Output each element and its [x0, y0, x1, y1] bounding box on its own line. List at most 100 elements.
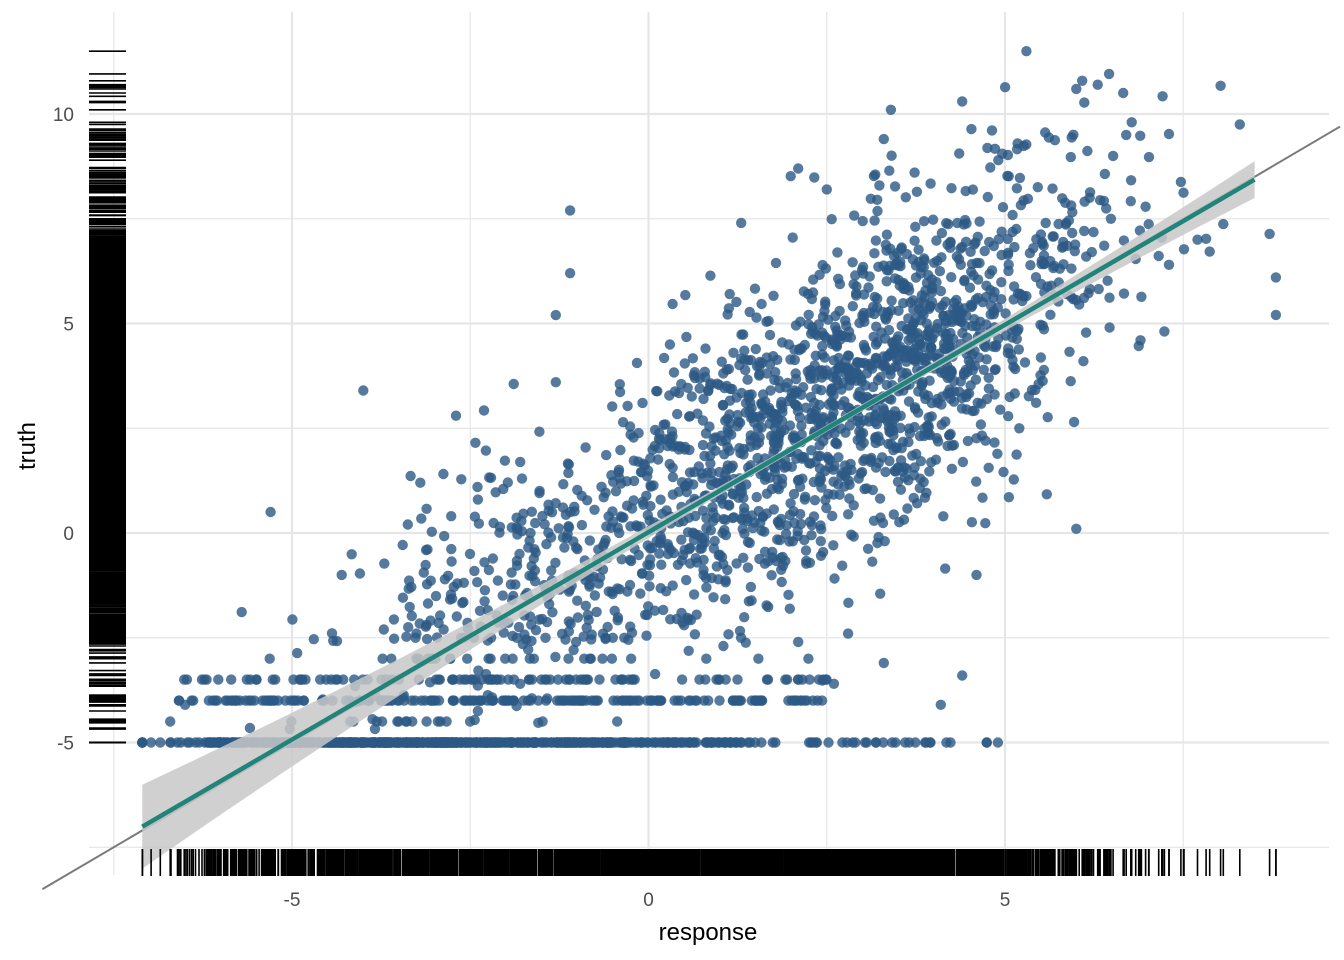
- data-point: [332, 674, 343, 685]
- data-point: [967, 184, 979, 195]
- data-point: [708, 592, 719, 603]
- data-point: [1126, 117, 1137, 128]
- data-point: [670, 737, 682, 748]
- data-point: [982, 191, 993, 203]
- data-point: [529, 576, 541, 587]
- data-point: [624, 579, 636, 591]
- data-point: [840, 315, 851, 326]
- data-point: [763, 556, 774, 567]
- data-point: [1057, 193, 1068, 204]
- data-point: [1121, 129, 1132, 141]
- data-point: [905, 297, 916, 308]
- data-point: [881, 379, 892, 391]
- data-point: [1157, 91, 1168, 102]
- data-point: [941, 218, 952, 229]
- data-point: [739, 612, 750, 623]
- data-point: [563, 586, 575, 597]
- data-point: [915, 268, 926, 279]
- data-point: [985, 309, 996, 320]
- data-point: [288, 695, 299, 706]
- data-point: [474, 605, 486, 616]
- data-point: [1118, 87, 1129, 99]
- data-point: [422, 544, 433, 555]
- data-point: [850, 290, 862, 301]
- data-point: [676, 674, 688, 685]
- data-point: [526, 619, 537, 630]
- data-point: [540, 632, 551, 643]
- data-point: [563, 522, 575, 533]
- data-point: [1013, 344, 1024, 355]
- data-point: [878, 359, 889, 370]
- data-point: [985, 162, 996, 173]
- data-point: [448, 581, 459, 593]
- data-point: [714, 695, 725, 706]
- data-point: [488, 517, 499, 529]
- data-point: [469, 565, 480, 577]
- data-point: [584, 535, 595, 546]
- data-point: [892, 476, 904, 487]
- data-point: [803, 458, 815, 469]
- data-point: [954, 148, 965, 159]
- data-point: [862, 543, 874, 554]
- data-point: [1143, 219, 1154, 230]
- data-point: [966, 517, 978, 528]
- data-point: [858, 312, 869, 323]
- data-point: [723, 303, 735, 314]
- data-point: [1007, 226, 1018, 238]
- data-point: [512, 529, 523, 540]
- data-point: [986, 125, 998, 136]
- data-point: [760, 404, 772, 416]
- data-point: [800, 545, 812, 556]
- data-point: [761, 352, 772, 363]
- data-point: [874, 493, 886, 504]
- data-point: [988, 292, 999, 303]
- data-point: [909, 235, 920, 246]
- data-point: [585, 653, 596, 664]
- data-point: [788, 506, 799, 517]
- data-point: [837, 737, 848, 748]
- data-point: [837, 560, 848, 571]
- data-point: [444, 594, 456, 605]
- data-point: [977, 492, 988, 503]
- data-point: [1215, 80, 1226, 92]
- data-point: [784, 420, 796, 431]
- data-point: [885, 369, 896, 380]
- data-point: [975, 419, 987, 430]
- data-point: [896, 243, 907, 254]
- data-point: [936, 419, 947, 430]
- data-point: [848, 531, 859, 542]
- data-point: [637, 496, 649, 507]
- data-point: [880, 239, 891, 250]
- data-point: [181, 674, 193, 685]
- data-point: [557, 628, 568, 639]
- data-point: [1082, 145, 1093, 157]
- data-point: [680, 480, 691, 491]
- data-point: [903, 423, 915, 434]
- data-point: [777, 337, 788, 348]
- data-point: [451, 611, 462, 622]
- data-point: [1077, 75, 1088, 87]
- data-point: [1140, 201, 1151, 212]
- data-point: [821, 184, 832, 195]
- data-point: [827, 399, 839, 410]
- data-point: [1030, 397, 1042, 408]
- data-point: [678, 620, 690, 631]
- data-point: [843, 597, 854, 608]
- data-point: [901, 463, 912, 474]
- data-point: [627, 674, 638, 685]
- data-point: [793, 636, 804, 648]
- data-point: [793, 674, 804, 685]
- data-point: [869, 248, 880, 259]
- data-point: [849, 210, 860, 221]
- data-point: [550, 309, 561, 321]
- data-point: [875, 588, 886, 599]
- data-point: [929, 257, 940, 268]
- data-point: [368, 737, 380, 748]
- data-point: [464, 716, 476, 727]
- data-point: [671, 613, 682, 625]
- data-point: [1014, 172, 1026, 184]
- data-point: [766, 570, 777, 581]
- data-point: [793, 163, 804, 174]
- data-point: [1000, 308, 1011, 319]
- data-point: [628, 695, 639, 706]
